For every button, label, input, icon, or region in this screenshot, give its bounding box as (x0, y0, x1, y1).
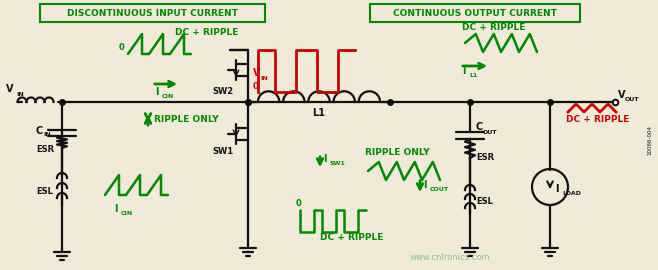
Text: C: C (476, 122, 483, 132)
Text: L1: L1 (469, 73, 477, 78)
Text: CIN: CIN (121, 211, 134, 216)
Text: OUT: OUT (625, 97, 640, 102)
Text: IN: IN (16, 92, 24, 97)
Text: V: V (253, 68, 261, 78)
Text: I: I (423, 180, 426, 190)
Text: 10086-004: 10086-004 (647, 125, 653, 155)
Text: www.cnlronics.com: www.cnlronics.com (410, 254, 490, 262)
Text: C: C (36, 126, 43, 136)
Text: LOAD: LOAD (562, 191, 581, 196)
Bar (40, 4, 265, 22)
Bar (370, 4, 580, 22)
Text: SW1: SW1 (212, 147, 233, 156)
Text: V: V (618, 90, 626, 100)
Text: 0: 0 (253, 82, 259, 91)
Text: OUT: OUT (483, 130, 497, 135)
Text: IN: IN (43, 133, 51, 137)
Text: DC + RIPPLE: DC + RIPPLE (566, 115, 629, 124)
Text: 0: 0 (296, 199, 302, 208)
Text: SW1: SW1 (330, 161, 346, 166)
Text: DC + RIPPLE: DC + RIPPLE (320, 233, 384, 242)
Text: I: I (462, 66, 465, 76)
Text: I: I (555, 184, 559, 194)
Text: ESR: ESR (36, 146, 54, 154)
Text: I: I (323, 154, 326, 164)
Text: ESR: ESR (476, 153, 494, 162)
Text: DC + RIPPLE: DC + RIPPLE (175, 28, 238, 37)
Text: CIN: CIN (162, 94, 174, 99)
Text: ESL: ESL (476, 197, 493, 206)
Text: DC + RIPPLE: DC + RIPPLE (462, 23, 525, 32)
Text: L1: L1 (313, 108, 326, 118)
Text: I: I (155, 87, 159, 97)
Text: RIPPLE ONLY: RIPPLE ONLY (365, 148, 430, 157)
Text: CONTINUOUS OUTPUT CURRENT: CONTINUOUS OUTPUT CURRENT (393, 8, 557, 18)
Text: SW2: SW2 (212, 87, 233, 96)
Text: 0: 0 (119, 43, 125, 52)
Text: ESL: ESL (36, 187, 53, 197)
Text: I: I (114, 204, 118, 214)
Text: DISCONTINUOUS INPUT CURRENT: DISCONTINUOUS INPUT CURRENT (66, 8, 238, 18)
Text: V: V (6, 84, 14, 94)
Text: RIPPLE ONLY: RIPPLE ONLY (154, 115, 218, 124)
Text: COUT: COUT (430, 187, 449, 192)
Text: IN: IN (260, 76, 268, 81)
